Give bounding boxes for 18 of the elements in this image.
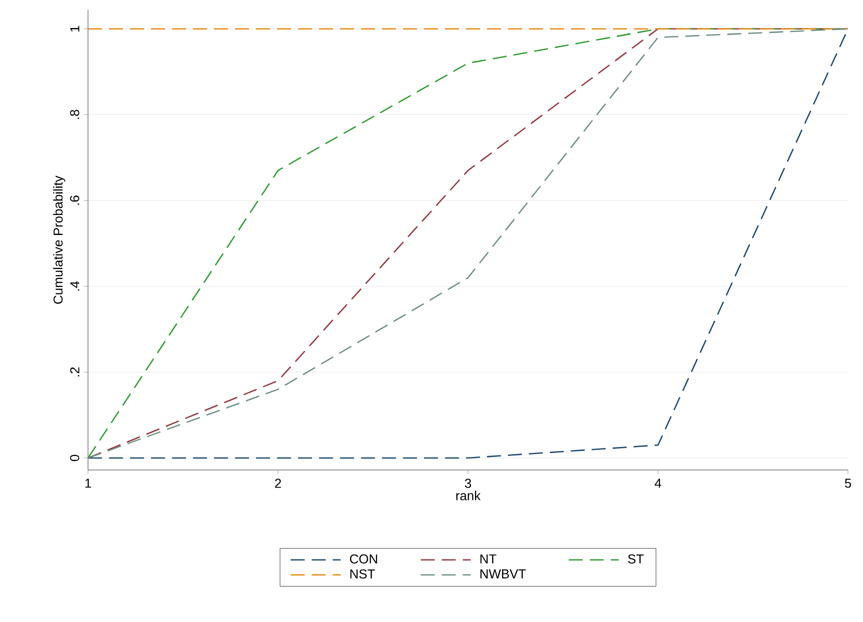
x-tick-label: 1 — [85, 478, 91, 488]
legend-label: NT — [480, 554, 496, 564]
x-tick-label: 3 — [464, 478, 472, 488]
x-tick-label: 2 — [275, 478, 281, 488]
legend-label: ST — [628, 554, 644, 564]
y-axis-title: Cumulative Probability — [53, 176, 66, 304]
x-tick-label: 5 — [844, 478, 852, 488]
y-tick-label: 1 — [70, 26, 80, 32]
y-tick-label: .8 — [70, 110, 80, 119]
x-tick-label: 4 — [654, 478, 662, 488]
y-tick-label: 0 — [70, 454, 80, 462]
legend-label: NST — [350, 569, 375, 579]
y-tick-label: .2 — [70, 367, 80, 376]
x-axis-title: rank — [456, 490, 481, 500]
y-tick-label: .4 — [70, 281, 80, 291]
legend-label: CON — [350, 554, 378, 564]
y-tick-label: .6 — [70, 196, 80, 205]
legend-label: NWBVT — [480, 569, 526, 578]
